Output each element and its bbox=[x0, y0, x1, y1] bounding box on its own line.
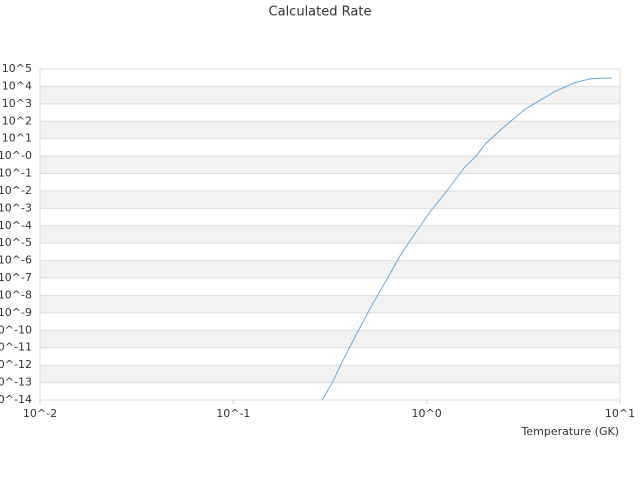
y-tick-label: 10^-4 bbox=[0, 219, 32, 232]
y-tick-label: 10^-8 bbox=[0, 288, 32, 301]
y-tick-label: 10^-13 bbox=[0, 376, 32, 389]
x-tick-label: 10^-1 bbox=[216, 407, 250, 420]
grid-band bbox=[40, 365, 620, 383]
x-tick-label: 10^0 bbox=[412, 407, 442, 420]
grid-band bbox=[40, 190, 620, 209]
grid-band bbox=[40, 225, 620, 244]
grid-band bbox=[40, 330, 620, 348]
y-tick-label: 10^-0 bbox=[0, 149, 32, 162]
plot-border bbox=[39, 68, 621, 401]
y-tick-label: 10^-6 bbox=[0, 254, 32, 267]
y-tick-label: 10^4 bbox=[2, 79, 32, 92]
y-tick-label: 10^-1 bbox=[0, 167, 32, 180]
chart-title: Calculated Rate bbox=[269, 5, 372, 20]
x-tick-label: 10^1 bbox=[605, 407, 635, 420]
x-tick-label: 10^-2 bbox=[23, 407, 57, 420]
y-tick-label: 10^5 bbox=[2, 62, 32, 75]
y-tick-label: 10^-2 bbox=[0, 184, 32, 197]
y-tick-label: 10^-5 bbox=[0, 236, 32, 249]
y-tick-label: 10^-10 bbox=[0, 323, 32, 336]
y-tick-label: 10^3 bbox=[2, 97, 32, 110]
grid-band bbox=[40, 295, 620, 313]
y-tick-label: 10^-3 bbox=[0, 201, 32, 214]
y-tick-label: 10^-14 bbox=[0, 393, 32, 406]
y-tick-label: 10^-11 bbox=[0, 341, 32, 354]
y-tick-label: 10^-7 bbox=[0, 271, 32, 284]
data-line bbox=[321, 77, 613, 401]
grid-band bbox=[40, 156, 620, 174]
y-tick-label: 10^-9 bbox=[0, 306, 32, 319]
x-axis-label: Temperature (GK) bbox=[521, 425, 620, 438]
y-tick-label: 10^2 bbox=[2, 114, 32, 127]
y-tick-label: 10^1 bbox=[2, 132, 32, 145]
grid-band bbox=[40, 121, 620, 139]
grid-band bbox=[40, 86, 620, 104]
grid-band bbox=[40, 260, 620, 279]
y-tick-label: 10^-12 bbox=[0, 358, 32, 371]
